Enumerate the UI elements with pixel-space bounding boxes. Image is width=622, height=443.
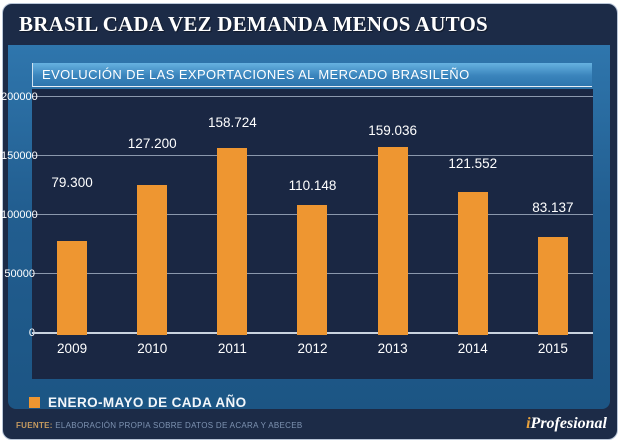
bar-slot-2012: 110.148 2012 (272, 89, 352, 379)
bar-2011 (217, 148, 248, 335)
bar-2012 (297, 205, 328, 335)
chart-subtitle-bar: EVOLUCIÓN DE LAS EXPORTACIONES AL MERCAD… (32, 63, 592, 87)
bar-2009 (57, 241, 88, 335)
legend-label: ENERO-MAYO DE CADA AÑO (48, 395, 247, 410)
bar-value-label-2012: 110.148 (288, 178, 337, 193)
brand-logo: iProfesional (526, 415, 607, 433)
source-note: FUENTE: ELABORACIÓN PROPIA SOBRE DATOS D… (16, 421, 303, 430)
y-axis-tick-150000: 150000 (1, 150, 38, 162)
chart-panel: EVOLUCIÓN DE LAS EXPORTACIONES AL MERCAD… (1, 45, 610, 410)
x-axis-label-2010: 2010 (137, 341, 168, 356)
x-axis-label-2012: 2012 (297, 341, 328, 356)
gridline-150000 (32, 155, 593, 156)
x-axis-label-2011: 2011 (217, 341, 247, 356)
bar-value-label-2009: 79.300 (51, 175, 93, 190)
bar-slot-2011: 158.724 2011 (192, 89, 272, 379)
y-axis-tick-0: 0 (1, 327, 35, 339)
bar-chart-plot-area: 0 50000 100000 150000 200000 79.300 2009 127.20… (1, 89, 593, 379)
card-container: BRASIL CADA VEZ DEMANDA MENOS AUTOS EVOL… (1, 3, 618, 440)
y-axis-tick-200000: 200000 (1, 91, 38, 103)
bar-value-label-2013: 159.036 (368, 123, 418, 138)
y-axis-tick-100000: 100000 (1, 209, 38, 221)
bar-slot-2013: 159.036 2013 (353, 89, 433, 379)
bar-value-label-2011: 158.724 (207, 115, 257, 130)
gridline-200000 (32, 96, 593, 97)
x-axis-label-2015: 2015 (537, 341, 568, 356)
bars-container: 79.300 2009 127.200 2010 158.724 2011 110.148 2… (32, 89, 593, 379)
bar-value-label-2014: 121.552 (448, 156, 498, 171)
bar-2014 (457, 192, 488, 335)
bar-slot-2010: 127.200 2010 (112, 89, 192, 379)
bar-value-label-2010: 127.200 (127, 136, 177, 151)
bar-2010 (137, 185, 168, 335)
footer: FUENTE: ELABORACIÓN PROPIA SOBRE DATOS D… (3, 409, 617, 439)
bar-slot-2009: 79.300 2009 (32, 89, 112, 379)
brand-logo-rest: Profesional (530, 415, 607, 432)
bar-2013 (377, 147, 408, 335)
bar-slot-2014: 121.552 2014 (433, 89, 513, 379)
bar-value-label-2015: 83.137 (532, 200, 574, 215)
source-label: FUENTE: (16, 421, 53, 430)
y-axis-tick-50000: 50000 (4, 268, 35, 280)
brand-logo-i: i (526, 415, 531, 432)
source-text: ELABORACIÓN PROPIA SOBRE DATOS DE ACARA … (52, 421, 303, 430)
bar-2015 (537, 237, 568, 335)
x-axis-label-2013: 2013 (377, 341, 408, 356)
bar-slot-2015: 83.137 2015 (513, 89, 593, 379)
header: BRASIL CADA VEZ DEMANDA MENOS AUTOS (3, 4, 617, 45)
legend-swatch-orange (29, 397, 40, 408)
page-title: BRASIL CADA VEZ DEMANDA MENOS AUTOS (19, 12, 488, 36)
legend: ENERO-MAYO DE CADA AÑO (29, 395, 247, 410)
chart-subtitle: EVOLUCIÓN DE LAS EXPORTACIONES AL MERCAD… (42, 67, 470, 82)
x-axis-label-2009: 2009 (57, 341, 88, 356)
x-axis-label-2014: 2014 (457, 341, 488, 356)
